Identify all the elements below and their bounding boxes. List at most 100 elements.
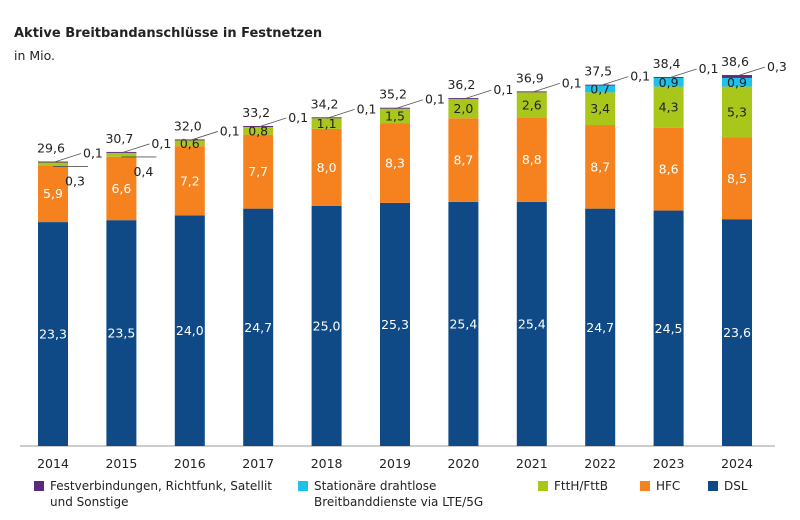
x-tick-label: 2024 [721, 456, 753, 471]
bar-segment [243, 126, 274, 135]
bar-segment [653, 127, 684, 211]
leader-line [326, 108, 355, 119]
data-label: 25,4 [449, 316, 477, 331]
total-label: 35,2 [379, 87, 407, 102]
bar-segment [722, 137, 752, 220]
bar-segment [516, 117, 547, 202]
x-tick-label: 2019 [379, 456, 411, 471]
legend-item: DSL [708, 478, 748, 494]
legend-label: und Sonstige [50, 495, 129, 509]
data-label: 24,5 [655, 321, 683, 336]
bar-segment [38, 222, 68, 446]
x-tick-label: 2021 [516, 456, 548, 471]
legend-swatch [640, 481, 650, 491]
data-label: 0,9 [659, 75, 679, 90]
bar-segment [174, 139, 205, 141]
data-label: 8,7 [590, 159, 610, 174]
total-label: 38,4 [653, 56, 681, 71]
data-label: 24,7 [244, 320, 272, 335]
data-label: 0,1 [493, 82, 513, 97]
bar-segment [311, 205, 342, 446]
data-label: 23,6 [723, 325, 751, 340]
legend-item: FttH/FttB [538, 478, 608, 494]
bar-segment [585, 125, 616, 209]
bar-segment [516, 92, 547, 118]
bar-segment [653, 76, 684, 78]
leader-line [463, 89, 492, 100]
data-label: 5,9 [43, 186, 63, 201]
x-tick-label: 2020 [447, 456, 479, 471]
data-label: 23,5 [107, 326, 135, 341]
bar-segment [311, 118, 342, 129]
bar-segment [585, 208, 616, 446]
leader-line [736, 66, 766, 77]
data-label: 25,4 [518, 316, 546, 331]
data-label: 0,1 [288, 110, 308, 125]
bar-segment [380, 107, 410, 109]
bar-segment [243, 134, 274, 209]
bar-segment [38, 162, 68, 166]
leader-line [121, 143, 150, 154]
data-label: 5,3 [727, 105, 747, 120]
legend-item: Stationäre drahtlose Breitbanddienste via… [298, 478, 483, 510]
bar-segment [448, 98, 479, 100]
leader-line [600, 76, 629, 87]
legend-swatch [298, 481, 308, 491]
data-label: 0,1 [357, 101, 377, 116]
data-label: 0,1 [699, 61, 719, 76]
x-tick-label: 2017 [242, 456, 274, 471]
bar-segment [311, 117, 342, 119]
bar-segment [653, 86, 684, 128]
data-label: 0,3 [767, 59, 787, 74]
bar-segment [653, 77, 684, 87]
bar-segment [380, 123, 410, 203]
data-label: 0,8 [248, 123, 268, 138]
bar-segment [174, 146, 205, 216]
bar-segment [106, 151, 137, 153]
bar-segment [585, 85, 616, 93]
data-label: 0,1 [630, 69, 650, 84]
total-label: 33,2 [242, 105, 270, 120]
bar-segment [448, 118, 479, 202]
data-label: 7,2 [180, 173, 200, 188]
data-label: 8,0 [317, 160, 337, 175]
legend-swatch [34, 481, 44, 491]
total-label: 38,6 [721, 54, 749, 69]
data-label: 25,3 [381, 317, 409, 332]
data-label: 24,7 [586, 320, 614, 335]
data-label: 2,6 [522, 97, 542, 112]
data-label: 8,8 [522, 152, 542, 167]
data-label: 24,0 [176, 323, 204, 338]
x-tick-label: 2018 [311, 456, 343, 471]
leader-line [52, 153, 82, 163]
bar-segment [106, 220, 137, 446]
leader-line [189, 131, 218, 141]
bar-segment [516, 91, 547, 93]
data-label: 3,4 [590, 101, 610, 116]
data-label: 0,1 [562, 75, 582, 90]
total-label: 36,9 [516, 70, 544, 85]
bar-segment [516, 201, 547, 446]
bar-segment [106, 156, 137, 221]
data-label: 8,7 [453, 153, 473, 168]
bar-segment [722, 219, 752, 446]
legend-label: DSL [724, 479, 748, 493]
x-tick-label: 2022 [584, 456, 616, 471]
legend-item: Festverbindungen, Richtfunk, Satellit und… [34, 478, 272, 510]
data-label: 4,3 [659, 100, 679, 115]
x-tick-label: 2023 [653, 456, 685, 471]
total-label: 36,2 [447, 77, 475, 92]
x-tick-label: 2015 [105, 456, 137, 471]
data-label: 0,1 [220, 123, 240, 138]
data-label: 0,9 [727, 75, 747, 90]
x-tick-label: 2014 [37, 456, 69, 471]
data-label: 23,3 [39, 327, 67, 342]
legend-label: HFC [656, 479, 681, 493]
data-label: 1,5 [385, 108, 405, 123]
legend-label: FttH/FttB [554, 479, 608, 493]
data-label: 8,3 [385, 155, 405, 170]
bar-segment [722, 77, 752, 87]
leader-line [258, 117, 287, 128]
